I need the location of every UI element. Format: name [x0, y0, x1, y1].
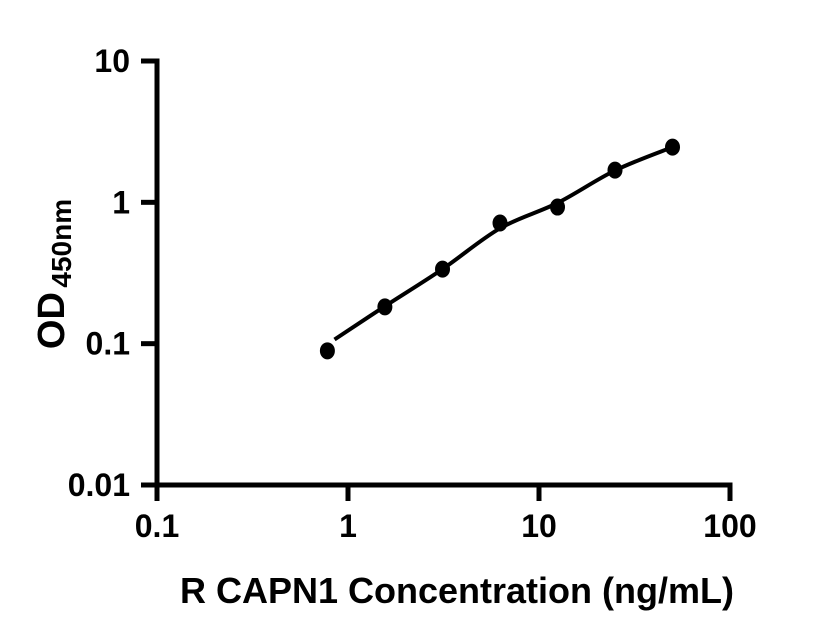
- data-point: [492, 214, 508, 232]
- plot-layer: [319, 138, 681, 360]
- x-axis-title: R CAPN1 Concentration (ng/mL): [180, 570, 734, 611]
- y-tick-label: 0.01: [68, 467, 130, 503]
- y-tick-label: 0.1: [86, 326, 130, 362]
- data-point: [665, 138, 681, 156]
- y-tick-label: 10: [94, 43, 130, 79]
- data-point: [319, 342, 335, 360]
- x-tick-label: 10: [521, 508, 557, 544]
- x-tick-label: 100: [703, 508, 756, 544]
- y-axis-title: OD 450nm: [31, 199, 77, 349]
- data-point: [550, 198, 566, 216]
- y-axis-title-subscript: 450nm: [46, 199, 77, 288]
- y-tick-label: 1: [112, 184, 130, 220]
- x-tick-label: 1: [339, 508, 357, 544]
- y-axis-title-main: OD: [31, 292, 73, 349]
- x-tick-label: 0.1: [135, 508, 179, 544]
- data-point: [435, 260, 451, 278]
- data-point: [607, 161, 623, 179]
- data-point: [377, 298, 393, 316]
